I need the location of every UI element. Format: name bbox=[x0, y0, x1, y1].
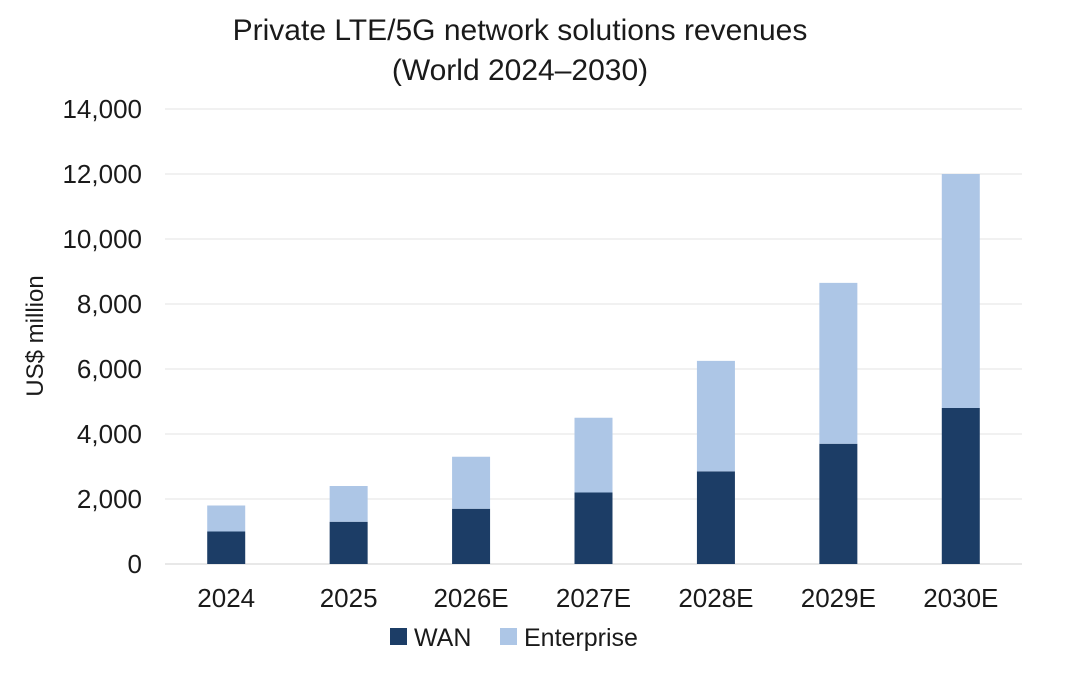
x-tick-label: 2026E bbox=[433, 583, 508, 613]
y-tick-label: 0 bbox=[128, 549, 142, 579]
bar-wan-2024 bbox=[207, 531, 246, 564]
chart-subtitle: (World 2024–2030) bbox=[392, 54, 648, 87]
x-tick-label: 2025 bbox=[320, 583, 378, 613]
bar-enterprise-2024 bbox=[207, 505, 246, 532]
y-tick-label: 8,000 bbox=[77, 289, 142, 319]
legend: WAN Enterprise bbox=[390, 624, 638, 652]
y-tick-label: 4,000 bbox=[77, 419, 142, 449]
bars bbox=[207, 174, 980, 564]
bar-wan-2028e bbox=[696, 471, 735, 564]
legend-label-wan: WAN bbox=[414, 624, 471, 652]
x-axis-ticks: 2024 2025 2026E 2027E 2028E 2029E 2030E bbox=[197, 583, 998, 613]
legend-swatch-wan bbox=[390, 628, 407, 645]
x-tick-label: 2030E bbox=[923, 583, 998, 613]
bar-enterprise-2030e bbox=[941, 174, 980, 408]
y-axis-label: US$ million bbox=[22, 275, 49, 396]
x-tick-label: 2024 bbox=[197, 583, 255, 613]
bar-wan-2029e bbox=[819, 443, 858, 564]
x-tick-label: 2028E bbox=[678, 583, 753, 613]
bar-wan-2025 bbox=[329, 521, 368, 564]
legend-label-enterprise: Enterprise bbox=[524, 624, 638, 652]
y-tick-label: 14,000 bbox=[62, 94, 142, 124]
bar-wan-2026e bbox=[452, 508, 491, 564]
bar-enterprise-2025 bbox=[329, 486, 368, 522]
y-tick-label: 12,000 bbox=[62, 159, 142, 189]
bar-enterprise-2026e bbox=[452, 456, 491, 509]
bar-enterprise-2027e bbox=[574, 417, 613, 493]
legend-swatch-enterprise bbox=[500, 628, 517, 645]
bar-wan-2030e bbox=[941, 408, 980, 564]
y-tick-label: 6,000 bbox=[77, 354, 142, 384]
x-tick-label: 2029E bbox=[801, 583, 876, 613]
y-axis-ticks: 0 2,000 4,000 6,000 8,000 10,000 12,000 14,000 bbox=[62, 94, 142, 579]
bar-enterprise-2029e bbox=[819, 282, 858, 444]
x-tick-label: 2027E bbox=[556, 583, 631, 613]
y-tick-label: 10,000 bbox=[62, 224, 142, 254]
chart-title: Private LTE/5G network solutions revenue… bbox=[233, 14, 808, 47]
y-tick-label: 2,000 bbox=[77, 484, 142, 514]
bar-enterprise-2028e bbox=[696, 360, 735, 472]
bar-wan-2027e bbox=[574, 492, 613, 564]
